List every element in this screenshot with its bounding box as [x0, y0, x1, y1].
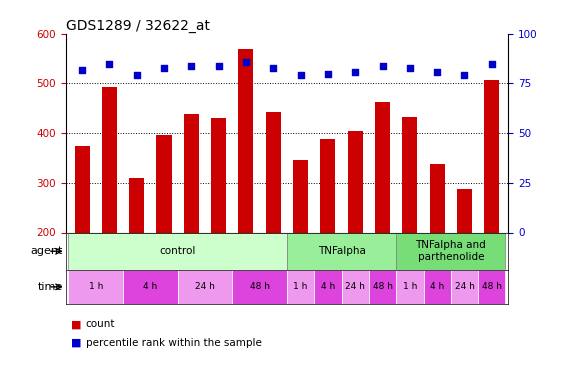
Bar — [123, 270, 178, 304]
Bar — [396, 232, 505, 270]
Text: control: control — [159, 246, 196, 256]
Bar — [348, 131, 363, 232]
Point — [296, 72, 305, 78]
Point — [323, 70, 332, 76]
Text: 1 h: 1 h — [293, 282, 308, 291]
Point — [187, 63, 196, 69]
Text: 48 h: 48 h — [482, 282, 502, 291]
Bar — [184, 114, 199, 232]
Text: time: time — [38, 282, 63, 292]
Bar — [429, 164, 445, 232]
Text: 1 h: 1 h — [403, 282, 417, 291]
Bar — [424, 270, 451, 304]
Bar — [484, 80, 499, 232]
Text: 4 h: 4 h — [143, 282, 158, 291]
Text: GDS1289 / 32622_at: GDS1289 / 32622_at — [66, 19, 210, 33]
Point — [351, 69, 360, 75]
Point — [460, 72, 469, 78]
Bar — [451, 270, 478, 304]
Text: 1 h: 1 h — [89, 282, 103, 291]
Bar — [156, 135, 171, 232]
Point — [405, 64, 415, 70]
Text: TNFalpha and
parthenolide: TNFalpha and parthenolide — [416, 240, 486, 262]
Text: agent: agent — [30, 246, 63, 256]
Text: 24 h: 24 h — [455, 282, 475, 291]
Point — [433, 69, 442, 75]
Point — [105, 60, 114, 67]
Text: count: count — [86, 320, 115, 329]
Bar — [69, 270, 123, 304]
Bar — [375, 102, 390, 232]
Text: ■: ■ — [71, 338, 82, 348]
Bar — [314, 270, 341, 304]
Text: 48 h: 48 h — [250, 282, 270, 291]
Point — [214, 63, 223, 69]
Text: 4 h: 4 h — [430, 282, 444, 291]
Bar — [239, 49, 254, 232]
Bar — [403, 117, 417, 232]
Bar — [369, 270, 396, 304]
Bar — [287, 232, 396, 270]
Bar — [478, 270, 505, 304]
Bar — [457, 189, 472, 232]
Point — [132, 72, 141, 78]
Text: 24 h: 24 h — [345, 282, 365, 291]
Point — [487, 60, 496, 67]
Bar — [320, 139, 335, 232]
Bar — [266, 112, 281, 232]
Bar — [341, 270, 369, 304]
Text: ■: ■ — [71, 320, 82, 329]
Text: 24 h: 24 h — [195, 282, 215, 291]
Point — [378, 63, 387, 69]
Bar — [69, 232, 287, 270]
Bar — [129, 178, 144, 232]
Text: TNFalpha: TNFalpha — [317, 246, 365, 256]
Bar — [211, 118, 226, 232]
Point — [78, 66, 87, 72]
Bar — [287, 270, 314, 304]
Bar — [178, 270, 232, 304]
Bar — [232, 270, 287, 304]
Bar — [293, 160, 308, 232]
Text: 48 h: 48 h — [372, 282, 392, 291]
Text: 4 h: 4 h — [321, 282, 335, 291]
Point — [242, 58, 251, 64]
Text: percentile rank within the sample: percentile rank within the sample — [86, 338, 262, 348]
Point — [159, 64, 168, 70]
Bar — [396, 270, 424, 304]
Bar — [75, 146, 90, 232]
Bar — [102, 87, 117, 232]
Point — [269, 64, 278, 70]
